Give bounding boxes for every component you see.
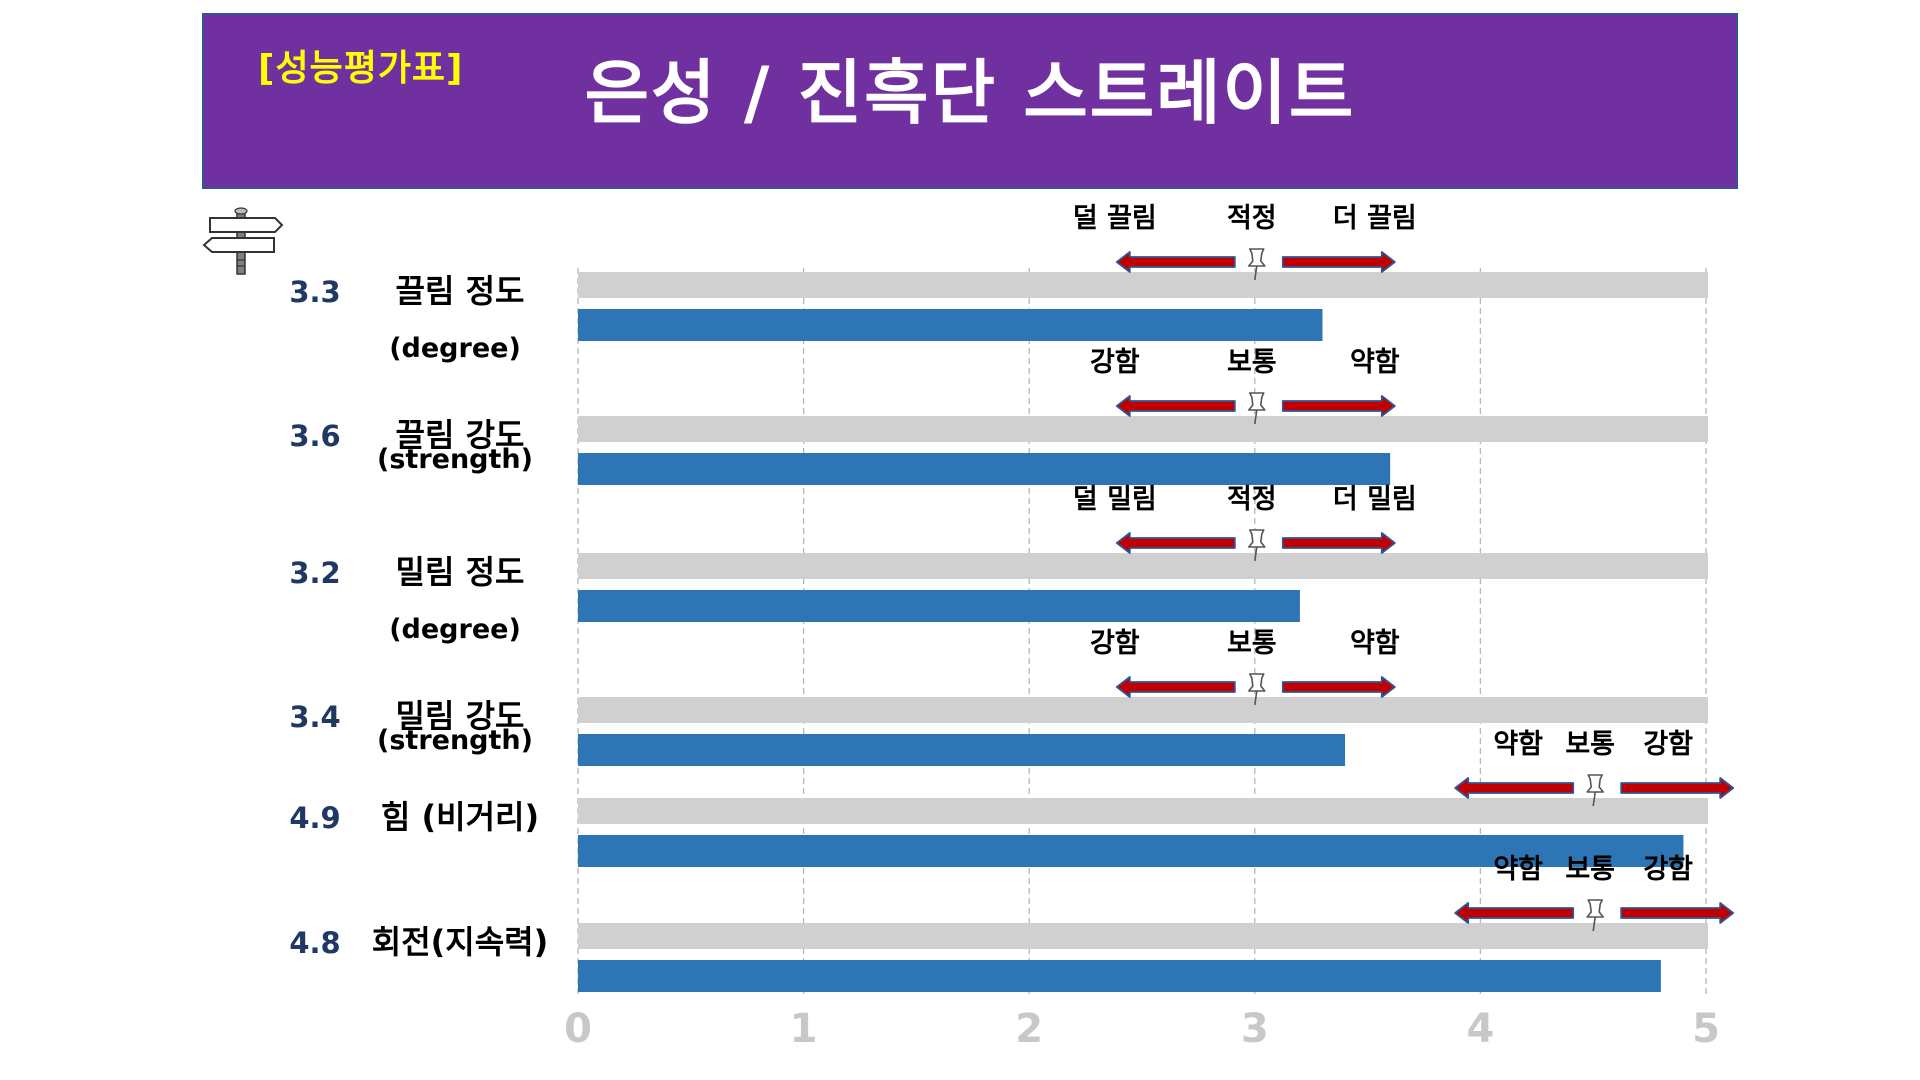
row-sublabel: (strength) — [377, 444, 533, 475]
row-sublabel: (strength) — [377, 725, 533, 756]
right-arrow — [1281, 532, 1396, 554]
right-arrow — [1281, 676, 1396, 698]
scale-right-label: 약함 — [1350, 628, 1400, 659]
track-bar — [578, 798, 1708, 824]
scale-right-label: 강함 — [1643, 854, 1693, 885]
value-bars — [578, 309, 1684, 992]
scale-center-label: 보통 — [1565, 729, 1615, 760]
track-bar — [578, 272, 1708, 298]
right-arrow — [1281, 395, 1396, 417]
track-bar — [578, 697, 1708, 723]
grid — [577, 268, 1707, 995]
row-label: 회전(지속력) — [372, 923, 548, 961]
left-arrow — [1115, 395, 1236, 417]
score-label: 3.6 — [289, 419, 340, 453]
row-sublabel: (degree) — [389, 333, 521, 364]
right-arrow — [1620, 777, 1735, 799]
row-label: 힘 (비거리) — [381, 798, 539, 836]
scale-left-label: 강함 — [1090, 628, 1140, 659]
value-bar — [578, 960, 1661, 992]
value-bar — [578, 309, 1323, 341]
header-tag: [성능평가표] — [258, 48, 464, 89]
value-bar — [578, 835, 1684, 867]
track-bars — [578, 272, 1708, 949]
scale-center-label: 적정 — [1227, 484, 1277, 515]
scale-right-label: 더 밀림 — [1333, 484, 1417, 515]
left-arrow — [1454, 902, 1575, 924]
scale-right-label: 강함 — [1643, 729, 1693, 760]
signpost-icon — [202, 207, 284, 275]
score-label: 3.3 — [289, 275, 340, 309]
score-label: 4.9 — [289, 801, 340, 835]
x-tick-label: 4 — [1466, 1006, 1494, 1052]
x-axis-ticks: 0 1 2 3 4 5 — [564, 1006, 1720, 1052]
x-tick-label: 5 — [1692, 1006, 1720, 1052]
row-label: 밀림 정도 — [396, 553, 525, 591]
row-label: 끌림 정도 — [396, 272, 525, 310]
scale-center-label: 보통 — [1565, 854, 1615, 885]
track-bar — [578, 416, 1708, 442]
right-arrow — [1281, 251, 1396, 273]
x-tick-label: 1 — [790, 1006, 818, 1052]
page-title: 은성 / 진흑단 스트레이트 — [584, 52, 1356, 134]
x-tick-label: 3 — [1241, 1006, 1269, 1052]
right-arrow — [1620, 902, 1735, 924]
left-arrow — [1454, 777, 1575, 799]
left-arrow — [1115, 251, 1236, 273]
row-labels: 3.3 끌림 정도(degree)3.6 끌림 강도(strength)3.2 밀림 … — [289, 272, 548, 961]
track-bar — [578, 923, 1708, 949]
left-arrow — [1115, 676, 1236, 698]
x-tick-label: 2 — [1015, 1006, 1043, 1052]
scale-right-label: 더 끌림 — [1333, 203, 1417, 234]
scale-right-label: 약함 — [1350, 347, 1400, 378]
scale-left-label: 약함 — [1493, 729, 1543, 760]
row-sublabel: (degree) — [389, 614, 521, 645]
row-label: 밀림 강도 — [396, 697, 525, 735]
scale-center-label: 보통 — [1227, 628, 1277, 659]
scale-center-label: 적정 — [1227, 203, 1277, 234]
scale-left-label: 약함 — [1493, 854, 1543, 885]
scale-left-label: 강함 — [1090, 347, 1140, 378]
scale-left-label: 덜 밀림 — [1073, 484, 1157, 515]
left-arrow — [1115, 532, 1236, 554]
value-bar — [578, 590, 1300, 622]
x-tick-label: 0 — [564, 1006, 592, 1052]
scale-center-label: 보통 — [1227, 347, 1277, 378]
score-label: 3.4 — [289, 700, 340, 734]
score-label: 4.8 — [289, 926, 340, 960]
track-bar — [578, 553, 1708, 579]
title-banner: [성능평가표] 은성 / 진흑단 스트레이트 — [202, 13, 1738, 189]
scale-left-label: 덜 끌림 — [1073, 203, 1157, 234]
score-label: 3.2 — [289, 556, 340, 590]
value-bar — [578, 734, 1346, 766]
value-bar — [578, 453, 1391, 485]
row-label: 끌림 강도 — [396, 416, 525, 454]
